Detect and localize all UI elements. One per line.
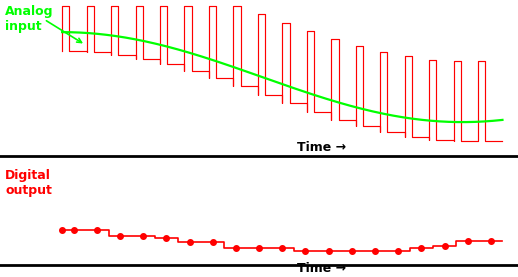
Text: Time →: Time → — [297, 141, 346, 154]
Text: Time →: Time → — [297, 262, 346, 275]
Text: Analog
input: Analog input — [5, 5, 54, 33]
Text: Digital
output: Digital output — [5, 169, 52, 197]
